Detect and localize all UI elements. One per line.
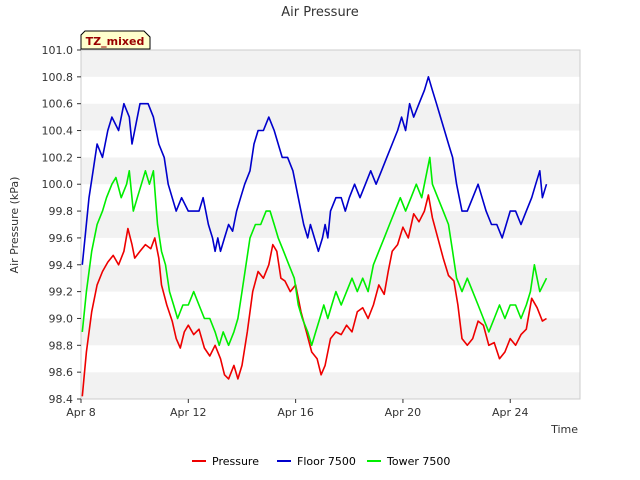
plot-area bbox=[80, 49, 581, 400]
grid-band bbox=[81, 76, 580, 104]
y-tick-label: 98.4 bbox=[49, 393, 74, 406]
y-tick-label: 99.8 bbox=[49, 205, 74, 218]
y-tick-label: 99.6 bbox=[49, 232, 74, 245]
legend: Pressure Floor 7500 Tower 7500 bbox=[192, 455, 450, 468]
grid-band bbox=[81, 103, 580, 131]
legend-label: Floor 7500 bbox=[297, 455, 356, 468]
grid-band bbox=[81, 50, 580, 77]
y-tick-label: 100.8 bbox=[42, 71, 74, 84]
x-tick-label: Apr 16 bbox=[277, 406, 314, 419]
y-tick-label: 100.0 bbox=[42, 178, 74, 191]
chart-title: Air Pressure bbox=[281, 5, 359, 20]
y-tick-label: 101.0 bbox=[42, 44, 74, 57]
grid-band bbox=[81, 184, 580, 212]
x-axis-label: Time bbox=[550, 423, 578, 436]
series-line-floor-7500 bbox=[81, 76, 548, 265]
y-axis: 98.4 98.6 98.8 99.0 99.2 99.4 99.6 99.8 100.0 100… bbox=[42, 44, 81, 406]
y-tick-label: 100.6 bbox=[42, 98, 74, 111]
tz-badge-box bbox=[80, 30, 151, 50]
tz-badge: TZ_mixed bbox=[80, 30, 151, 50]
y-tick-label: 98.8 bbox=[49, 339, 74, 352]
grid-band bbox=[81, 291, 580, 319]
grid-band bbox=[81, 264, 580, 292]
legend-label: Tower 7500 bbox=[386, 455, 450, 468]
x-tick-label: Apr 20 bbox=[385, 406, 422, 419]
y-tick-label: 98.6 bbox=[49, 366, 74, 379]
y-axis-label: Air Pressure (kPa) bbox=[8, 177, 21, 274]
y-tick-label: 100.2 bbox=[42, 151, 74, 164]
grid-band bbox=[81, 157, 580, 185]
legend-label: Pressure bbox=[212, 455, 259, 468]
y-tick-label: 99.2 bbox=[49, 286, 74, 299]
series-lines bbox=[81, 76, 548, 397]
series-line-tower-7500 bbox=[81, 156, 548, 347]
grid-band bbox=[81, 372, 580, 399]
y-tick-label: 99.4 bbox=[49, 259, 74, 272]
tz-badge-label: TZ_mixed bbox=[86, 35, 145, 48]
legend-item: Floor 7500 bbox=[277, 455, 356, 468]
series-line-pressure bbox=[81, 194, 547, 397]
plot-bands bbox=[81, 50, 580, 399]
x-tick-label: Apr 8 bbox=[66, 406, 96, 419]
x-tick-label: Apr 24 bbox=[492, 406, 529, 419]
y-tick-label: 99.0 bbox=[49, 312, 74, 325]
y-tick-label: 100.4 bbox=[42, 125, 74, 138]
legend-item: Tower 7500 bbox=[367, 455, 450, 468]
grid-band bbox=[81, 130, 580, 158]
x-axis: Apr 8 Apr 12 Apr 16 Apr 20 Apr 24 bbox=[66, 399, 529, 419]
legend-item: Pressure bbox=[192, 455, 259, 468]
x-tick-label: Apr 12 bbox=[170, 406, 207, 419]
